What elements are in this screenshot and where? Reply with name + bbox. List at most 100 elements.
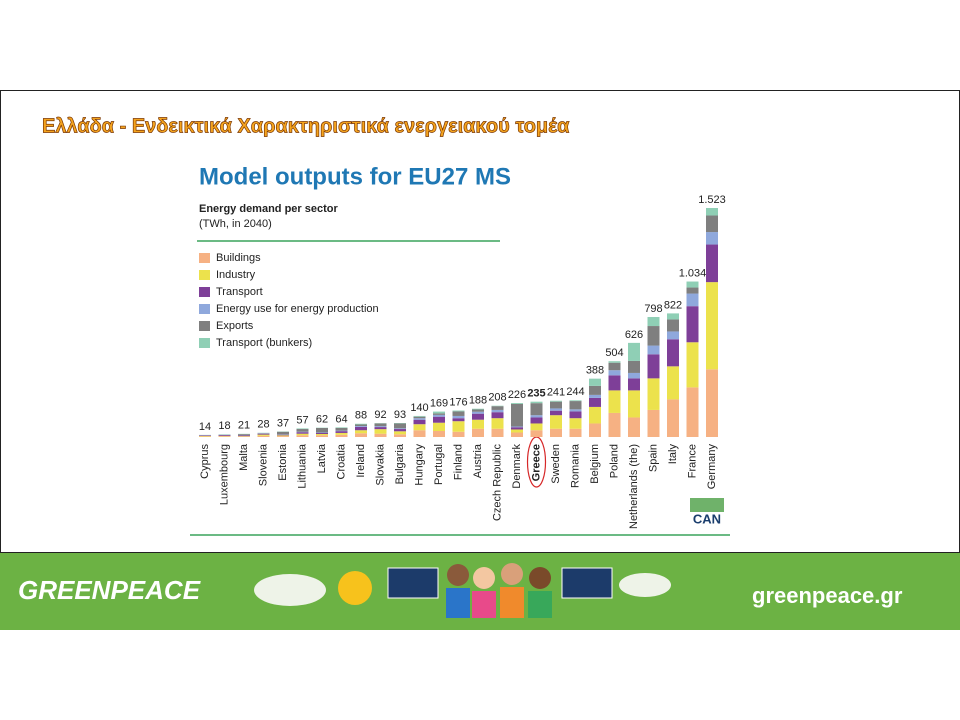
total-label: 504: [605, 347, 623, 359]
bar-segment: [511, 429, 523, 433]
slide-title: Ελλάδα - Ενδεικτικά Χαρακτηριστικά ενεργ…: [42, 115, 570, 137]
bar-segment: [647, 345, 660, 355]
bar-segment: [550, 401, 562, 409]
footer-url: greenpeace.gr: [752, 583, 903, 608]
person: [501, 563, 523, 585]
bar-segment: [686, 281, 699, 288]
person: [472, 591, 496, 618]
total-label: 93: [394, 409, 406, 421]
bar-segment: [433, 413, 445, 415]
x-tick-label: Slovenia: [257, 443, 269, 486]
bar-segment: [218, 434, 231, 436]
bar-segment: [452, 415, 465, 419]
bar-segment: [374, 429, 387, 434]
bar-segment: [491, 412, 504, 419]
total-label: 626: [625, 329, 643, 341]
bar-segment: [511, 427, 523, 430]
bar-segment: [647, 354, 660, 379]
bar-segment: [706, 232, 718, 245]
total-label: 28: [257, 419, 269, 431]
bar-segment: [452, 431, 465, 437]
total-label: 226: [508, 389, 526, 401]
bar-segment: [647, 409, 660, 437]
bar-segment: [433, 411, 445, 414]
bar-segment: [277, 431, 289, 435]
x-tick-label: Slovakia: [374, 443, 386, 485]
bar-segment: [413, 424, 426, 431]
x-tick-label: Hungary: [413, 444, 425, 486]
total-label: 388: [586, 365, 604, 377]
cloud: [254, 574, 326, 606]
bar-segment: [628, 360, 640, 373]
bar-segment: [452, 418, 465, 422]
total-label: 64: [335, 413, 347, 425]
bar-segment: [706, 369, 718, 437]
total-label: 18: [218, 420, 230, 432]
bar-segment: [647, 378, 660, 410]
total-label: 188: [469, 395, 487, 407]
bar-segment: [608, 370, 621, 376]
x-tick-label: Portugal: [433, 444, 445, 485]
x-tick-label: Luxembourg: [218, 444, 230, 505]
x-tick-label: Ireland: [355, 444, 367, 478]
bar-segment: [550, 415, 562, 429]
bar-segment: [589, 406, 601, 424]
bar-segment: [686, 287, 699, 294]
bar-segment: [511, 432, 523, 437]
bar-segment: [608, 412, 621, 437]
x-tick-label: Greece: [530, 444, 542, 481]
x-tick-label: Latvia: [316, 443, 328, 473]
total-label: 1.034: [679, 267, 707, 279]
bar-segment: [413, 415, 426, 417]
bar-segment: [628, 342, 640, 361]
bar-segment: [550, 428, 562, 437]
bar-segment: [316, 427, 328, 433]
total-label: 235: [527, 388, 545, 400]
bar-segment: [706, 244, 718, 283]
bar-segment: [569, 418, 582, 429]
total-label: 37: [277, 417, 289, 429]
total-label: 208: [488, 392, 506, 404]
bar-segment: [550, 410, 562, 416]
bar-segment: [511, 403, 523, 404]
bar-segment: [667, 399, 679, 437]
total-label: 798: [644, 303, 662, 315]
x-tick-label: Denmark: [511, 444, 523, 489]
bar-segment: [296, 429, 309, 432]
bar-segment: [589, 385, 601, 395]
x-tick-label: France: [686, 444, 698, 478]
x-tick-label: Germany: [706, 444, 718, 490]
bar-segment: [491, 406, 504, 410]
x-tick-label: Croatia: [335, 443, 347, 479]
bar-segment: [511, 403, 523, 427]
legend-swatch: [199, 270, 210, 280]
bar-segment: [238, 436, 250, 437]
bar-segment: [394, 434, 406, 437]
bar-segment: [238, 435, 250, 437]
bar-segment: [452, 411, 465, 416]
bar-segment: [394, 431, 406, 435]
bar-segment: [628, 378, 640, 391]
bar-segment: [491, 428, 504, 437]
bar-segment: [433, 422, 445, 431]
bar-segment: [530, 401, 543, 404]
x-tick-label: Netherlands (the): [628, 444, 640, 529]
x-tick-label: Estonia: [277, 443, 289, 481]
total-label: 92: [374, 409, 386, 421]
bar-segment: [667, 313, 679, 320]
x-tick-label: Bulgaria: [394, 443, 406, 484]
bar-segment: [706, 282, 718, 370]
total-label: 88: [355, 410, 367, 422]
bar-segment: [413, 418, 426, 420]
bar-segment: [472, 411, 484, 414]
unit-note: (TWh, in 2040): [199, 218, 272, 230]
bar-segment: [413, 416, 426, 419]
bar-segment: [355, 423, 367, 425]
solar-panel: [387, 567, 439, 599]
bar-segment: [511, 426, 523, 428]
bar-segment: [589, 397, 601, 407]
bar-segment: [647, 317, 660, 327]
footer-illustration: [254, 563, 671, 618]
bar-segment: [472, 409, 484, 412]
